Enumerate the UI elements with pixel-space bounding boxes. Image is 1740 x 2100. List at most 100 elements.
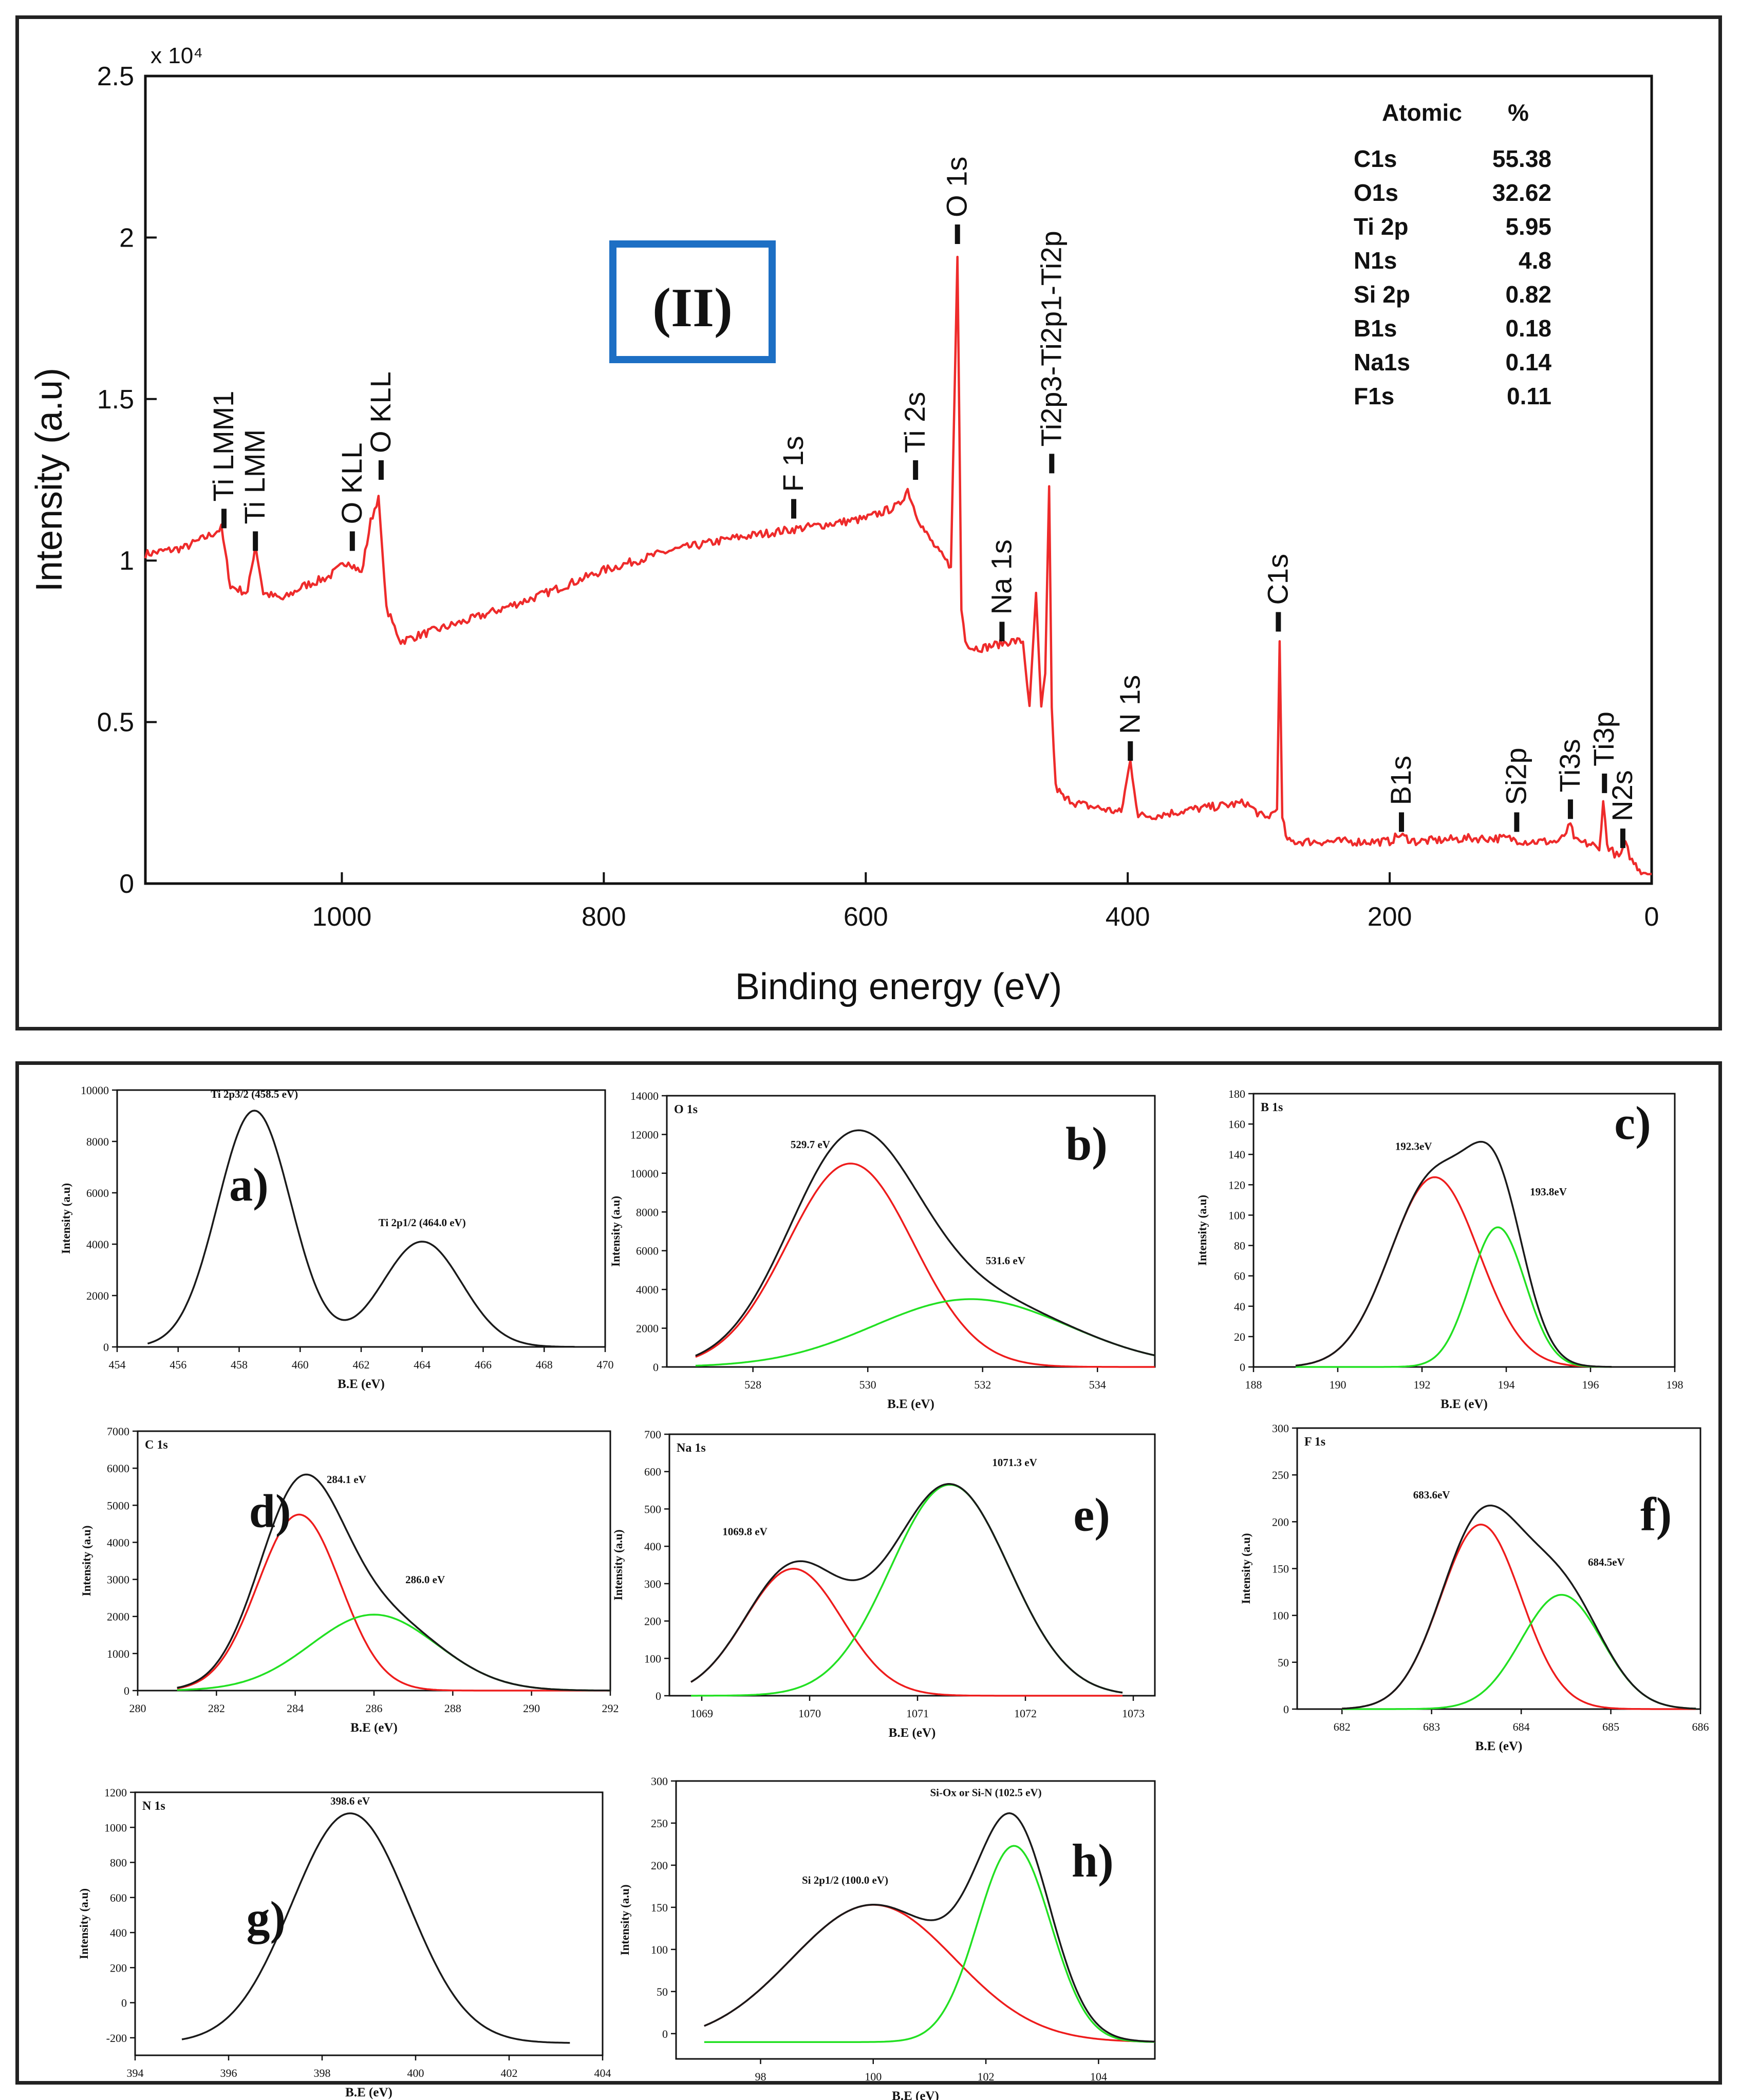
panel-g-x-tick-label: 404 (594, 2067, 611, 2079)
panel-f-title: F 1s (1304, 1435, 1325, 1449)
panel-d-x-tick-label: 286 (366, 1702, 383, 1715)
panel-e-y-tick-label: 700 (644, 1428, 661, 1441)
panel-d-x-tick-label: 290 (523, 1702, 540, 1715)
panel-d-peak-label: 284.1 eV (327, 1473, 366, 1486)
panel-a-x-tick-label: 466 (475, 1358, 492, 1371)
panel-a-x-tick-label: 460 (292, 1358, 309, 1371)
composition-value: 0.14 (1505, 349, 1551, 376)
panel-c-y-tick-label: 40 (1234, 1300, 1245, 1313)
panel-h-y-tick-label: 250 (651, 1817, 668, 1830)
panel-h-x-tick-label: 104 (1090, 2070, 1107, 2083)
panel-h-y-tick-label: 300 (651, 1775, 668, 1788)
panel-e-green-component (691, 1484, 1123, 1697)
panel-g-x-axis-title: B.E (eV) (345, 2086, 392, 2099)
panel-d-y-tick-label: 0 (124, 1684, 129, 1697)
panel-b-x-axis-title: B.E (eV) (887, 1397, 934, 1411)
panel-d-x-tick-label: 284 (287, 1702, 304, 1715)
panel-d-peak-label: 286.0 eV (405, 1573, 445, 1586)
composition-value: 5.95 (1505, 213, 1551, 240)
panel-h-x-tick-label: 100 (865, 2070, 882, 2083)
panel-f-y-tick-label: 150 (1272, 1563, 1289, 1576)
survey-peak-label: B1s (1384, 756, 1417, 805)
panel-e-x-tick-label: 1073 (1122, 1707, 1145, 1720)
panel-g-y-tick-label: 400 (110, 1926, 127, 1939)
panel-h-envelope (704, 1812, 1155, 2043)
panel-a-x-tick-label: 468 (536, 1358, 553, 1371)
high-resolution-frame (15, 1061, 1722, 2085)
composition-header-atomic: Atomic (1382, 99, 1462, 126)
survey-panel-label: (II) (652, 277, 733, 339)
panel-g: 394 396 398 400 402 404 -200 0 200 400 600 800 1000 1… (78, 1786, 611, 2099)
panel-f-x-tick-label: 686 (1692, 1720, 1709, 1733)
panel-f-x-tick-label: 685 (1602, 1720, 1619, 1733)
panel-e-x-tick-label: 1071 (906, 1707, 929, 1720)
survey-y-tick-label: 1.5 (97, 385, 134, 415)
panel-g-y-tick-label: -200 (106, 2032, 127, 2045)
panel-g-y-tick-label: 600 (110, 1891, 127, 1904)
panel-h-y-tick-label: 100 (651, 1943, 668, 1956)
survey-y-tick-label: 2.5 (97, 62, 134, 91)
composition-value: 0.82 (1505, 281, 1551, 308)
panel-f-y-tick-label: 0 (1283, 1703, 1289, 1716)
panel-b-y-tick-label: 8000 (636, 1206, 659, 1218)
panel-e-peak-label: 1071.3 eV (992, 1456, 1037, 1469)
panel-c-y-tick-label: 120 (1228, 1178, 1245, 1191)
panel-c-y-tick-label: 100 (1228, 1209, 1245, 1222)
panel-e-y-tick-label: 600 (644, 1466, 661, 1478)
panel-f-y-tick-label: 100 (1272, 1609, 1289, 1622)
survey-x-tick-label: 400 (1106, 902, 1150, 932)
survey-peak-label: Ti3s (1554, 739, 1586, 793)
panel-d-title: C 1s (145, 1438, 168, 1452)
panel-h-green-component (704, 1845, 1155, 2043)
panel-d-red-component (177, 1513, 610, 1692)
panel-c-x-tick-label: 194 (1498, 1378, 1515, 1391)
panel-b-letter: b) (1065, 1117, 1108, 1170)
panel-a-letter: a) (229, 1158, 269, 1211)
panel-f-y-axis-title: Intensity (a.u) (1240, 1533, 1252, 1604)
panel-e-x-tick-label: 1070 (798, 1707, 821, 1720)
panel-a-x-tick-label: 454 (109, 1358, 126, 1371)
panel-e-envelope (690, 1483, 1123, 1694)
panel-b-y-tick-label: 0 (653, 1361, 659, 1374)
panel-e-letter: e) (1073, 1489, 1110, 1541)
panel-g-y-tick-label: 1200 (104, 1786, 127, 1799)
panel-f-red-component (1342, 1524, 1696, 1710)
panel-g-x-tick-label: 400 (407, 2067, 424, 2079)
survey-frame (15, 15, 1722, 1030)
panel-g-y-tick-label: 0 (121, 1997, 127, 2010)
panel-d-envelope (177, 1473, 610, 1692)
panel-b-x-tick-label: 534 (1089, 1378, 1106, 1391)
composition-value: 55.38 (1492, 145, 1551, 172)
panel-g-y-tick-label: 200 (110, 1961, 127, 1974)
panel-b-y-tick-label: 2000 (636, 1322, 659, 1335)
panel-c-x-tick-label: 188 (1245, 1378, 1262, 1391)
composition-element: N1s (1354, 247, 1397, 274)
panel-h-y-axis-title: Intensity (a.u) (619, 1884, 631, 1955)
panel-c-peak-label: 192.3eV (1395, 1140, 1432, 1152)
panel-c-peak-label: 193.8eV (1530, 1186, 1567, 1198)
panel-a-y-tick-label: 6000 (86, 1187, 109, 1199)
panel-d-letter: d) (249, 1485, 291, 1537)
panel-h-x-tick-label: 98 (755, 2070, 766, 2083)
panel-e-y-tick-label: 400 (644, 1540, 661, 1553)
panel-e-title: Na 1s (677, 1441, 706, 1455)
panel-g-plot-area (134, 1791, 604, 2056)
panel-c-red-component (1295, 1176, 1612, 1368)
composition-header-percent: % (1508, 99, 1529, 126)
panel-e-x-tick-label: 1072 (1014, 1707, 1037, 1720)
panel-a-y-axis-title: Intensity (a.u) (60, 1183, 72, 1254)
panel-a-x-tick-label: 464 (414, 1358, 431, 1371)
panel-b-x-tick-label: 530 (859, 1378, 876, 1391)
panel-h-plot-area (675, 1780, 1156, 2060)
panel-a-peak-label: Ti 2p3/2 (458.5 eV) (211, 1088, 298, 1100)
panel-c-x-tick-label: 198 (1667, 1378, 1683, 1391)
panel-h-y-tick-label: 0 (662, 2028, 668, 2040)
panel-c-y-tick-label: 0 (1240, 1361, 1245, 1374)
panel-c-title: B 1s (1261, 1101, 1283, 1114)
survey-x-axis-title: Binding energy (eV) (735, 966, 1062, 1007)
panel-d-x-tick-label: 288 (444, 1702, 461, 1715)
panel-c-letter: c) (1614, 1097, 1651, 1149)
panel-f-peak-label: 684.5eV (1588, 1556, 1625, 1568)
panel-c-y-tick-label: 140 (1228, 1148, 1245, 1161)
